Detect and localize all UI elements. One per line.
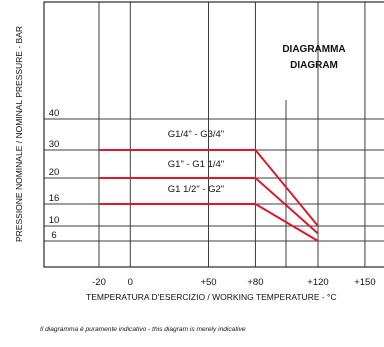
- y-tick-label: 6: [51, 230, 56, 241]
- series-lines: [99, 149, 319, 242]
- y-tick-label: 20: [49, 167, 60, 178]
- series-line: [99, 177, 319, 235]
- series-label: G1/4" - G3/4": [168, 129, 224, 140]
- series-label: G1" - G1 1/4": [168, 159, 224, 170]
- y-tick-label: 40: [49, 108, 60, 119]
- chart-title: DIAGRAMMA: [282, 44, 345, 55]
- x-tick-label: +80: [247, 277, 263, 288]
- series-line: [99, 203, 319, 242]
- series-labels: G1/4" - G3/4" G1" - G1 1/4" G1 1/2" - G2": [168, 129, 224, 195]
- chart-subtitle: DIAGRAM: [290, 60, 338, 71]
- series-label: G1 1/2" - G2": [168, 184, 224, 195]
- y-tick-label: 16: [49, 193, 60, 204]
- series-line: [99, 149, 319, 227]
- x-tick-label: -20: [92, 277, 106, 288]
- x-tick-label: +150: [354, 277, 375, 288]
- y-tick-label: 10: [49, 215, 60, 226]
- footnote: Il diagramma è puramente indicativo - th…: [40, 326, 246, 333]
- y-axis-title: PRESSIONE NOMINALE / NOMINAL PRESSURE - …: [14, 26, 24, 242]
- x-tick-label: +120: [307, 277, 328, 288]
- x-tick-label: +50: [200, 277, 216, 288]
- tick-labels: -20 0 +50 +80 +120 +150 6 10 16 20 30 40: [49, 108, 376, 288]
- plot-frame: [43, 1, 384, 268]
- x-axis-title: TEMPERATURA D'ESERCIZIO / WORKING TEMPER…: [86, 292, 337, 302]
- x-tick-label: 0: [128, 277, 133, 288]
- y-tick-label: 30: [49, 139, 60, 150]
